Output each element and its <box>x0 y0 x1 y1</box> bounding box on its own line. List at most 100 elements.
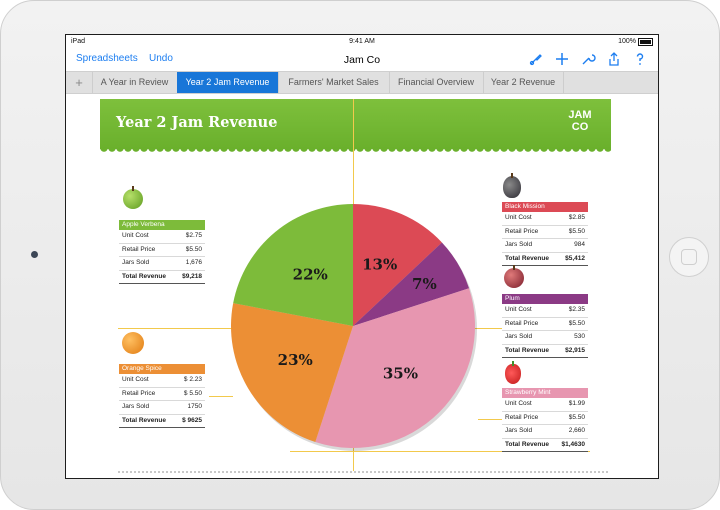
distance-guide-left <box>209 396 233 397</box>
strawberry-image <box>505 361 521 384</box>
black-mission-table[interactable]: Black Mission Unit Cost $2.85 Retail Pric… <box>502 202 588 266</box>
status-time: 9:41 AM <box>349 38 375 45</box>
row-label: Jars Sold <box>505 427 533 434</box>
fig-image <box>503 173 521 198</box>
plum-header: Plum <box>502 294 588 304</box>
table-row: Jars Sold 530 <box>502 331 588 345</box>
pie-slice-0[interactable] <box>353 204 442 326</box>
status-battery-text: 100% <box>618 38 636 45</box>
plum-table[interactable]: Plum Unit Cost $2.35 Retail Price $5.50 Ja… <box>502 294 588 358</box>
front-camera <box>31 251 38 258</box>
tab-year-2-revenue[interactable]: Year 2 Revenue <box>483 72 564 93</box>
row-label: Retail Price <box>505 319 539 327</box>
table-row: Unit Cost $2.75 <box>119 230 205 244</box>
table-row: Unit Cost $2.35 <box>502 304 588 318</box>
page-break-line <box>118 471 608 473</box>
row-value: $5.50 <box>568 413 585 421</box>
row-label: Unit Cost <box>505 306 532 313</box>
black-mission-header: Black Mission <box>502 202 588 212</box>
pie-slice-2[interactable] <box>315 288 475 448</box>
pie-chart-svg[interactable]: 13% 7% 35% 23% 22% <box>230 201 480 451</box>
row-label: Jars Sold <box>122 259 150 266</box>
add-sheet-button[interactable]: + <box>66 72 93 93</box>
pie-chart[interactable]: 13% 7% 35% 23% 22% <box>230 201 480 456</box>
document-title: Jam Co <box>343 54 381 66</box>
nav-bar: Spreadsheets Undo Jam Co <box>66 49 658 71</box>
strawberry-mint-table[interactable]: Strawberry Mint Unit Cost $1.99 Retail Pr… <box>502 388 588 452</box>
row-value: $2.85 <box>568 214 585 221</box>
logo-line-1: JAM <box>568 109 592 121</box>
tab-a-year-in-review[interactable]: A Year in Review <box>92 72 178 93</box>
table-row: Unit Cost $1.99 <box>502 398 588 412</box>
apple-verbena-header: Apple Verbena <box>119 220 205 230</box>
pie-label-0: 13% <box>362 255 397 273</box>
share-icon[interactable] <box>606 51 622 67</box>
row-value: $ 9625 <box>182 416 202 424</box>
row-value: $9,218 <box>182 272 202 280</box>
alignment-guide-left <box>118 328 232 329</box>
alignment-guide-right <box>466 328 502 329</box>
tab-farmers-market-sales[interactable]: Farmers' Market Sales <box>278 72 390 93</box>
row-value: 2,660 <box>568 427 585 434</box>
row-value: 530 <box>574 333 585 340</box>
table-row-total: Total Revenue $ 9625 <box>119 415 205 428</box>
row-label: Jars Sold <box>505 241 533 248</box>
orange-spice-header: Orange Spice <box>119 364 205 374</box>
row-value: $5,412 <box>565 254 585 262</box>
pie-slice-4[interactable] <box>233 204 353 326</box>
title-banner[interactable]: Year 2 Jam Revenue JAM CO <box>100 99 611 154</box>
row-label: Retail Price <box>505 413 539 421</box>
help-icon[interactable] <box>632 51 648 67</box>
row-label: Unit Cost <box>122 232 149 239</box>
row-value: $5.50 <box>185 245 202 253</box>
row-value: $1.99 <box>568 400 585 407</box>
format-brush-icon[interactable] <box>528 51 544 67</box>
row-value: $1,4630 <box>561 440 586 448</box>
plus-icon[interactable] <box>554 51 570 67</box>
row-label: Total Revenue <box>505 254 549 262</box>
table-row: Unit Cost $ 2.23 <box>119 374 205 388</box>
row-label: Unit Cost <box>122 376 149 383</box>
tab-year-2-jam-revenue[interactable]: Year 2 Jam Revenue <box>177 72 279 93</box>
row-value: $2.75 <box>185 232 202 239</box>
row-label: Total Revenue <box>505 440 549 448</box>
pie-slice-1[interactable] <box>353 242 470 326</box>
pie-slice-3[interactable] <box>231 303 353 443</box>
status-bar: iPad 9:41 AM 100% <box>66 35 658 49</box>
sheet-tab-bar: + A Year in Review Year 2 Jam Revenue Fa… <box>66 71 658 94</box>
pie-label-3: 23% <box>278 351 313 369</box>
row-label: Retail Price <box>505 227 539 235</box>
table-row: Retail Price $5.50 <box>119 244 205 257</box>
distance-guide-right <box>478 419 502 420</box>
table-row: Retail Price $5.50 <box>502 226 588 239</box>
wrench-icon[interactable] <box>580 51 596 67</box>
tab-financial-overview[interactable]: Financial Overview <box>389 72 484 93</box>
orange-spice-table[interactable]: Orange Spice Unit Cost $ 2.23 Retail Pric… <box>119 364 205 428</box>
table-row: Jars Sold 1,676 <box>119 257 205 271</box>
table-row-total: Total Revenue $1,4630 <box>502 439 588 452</box>
plum-image <box>504 265 524 288</box>
pie-label-1: 7% <box>412 275 437 293</box>
row-value: 1,676 <box>185 259 202 266</box>
row-value: $2.35 <box>568 306 585 313</box>
row-label: Retail Price <box>122 389 156 397</box>
undo-button[interactable]: Undo <box>149 53 173 64</box>
home-button[interactable] <box>669 237 709 277</box>
table-row: Jars Sold 2,660 <box>502 425 588 439</box>
row-value: $2,915 <box>565 346 585 354</box>
row-label: Jars Sold <box>505 333 533 340</box>
table-row: Retail Price $ 5.50 <box>119 388 205 401</box>
row-label: Retail Price <box>122 245 156 253</box>
jam-co-logo: JAM CO <box>565 109 595 133</box>
spreadsheets-button[interactable]: Spreadsheets <box>76 53 138 64</box>
table-row-total: Total Revenue $2,915 <box>502 345 588 358</box>
orange-image <box>122 332 144 354</box>
table-row: Retail Price $5.50 <box>502 412 588 425</box>
row-value: $ 5.50 <box>183 389 202 397</box>
battery-icon <box>638 38 653 46</box>
row-value: $ 2.23 <box>183 376 202 383</box>
apple-verbena-table[interactable]: Apple Verbena Unit Cost $2.75 Retail Pric… <box>119 220 205 284</box>
pie-label-4: 22% <box>293 265 328 283</box>
row-label: Unit Cost <box>505 400 532 407</box>
